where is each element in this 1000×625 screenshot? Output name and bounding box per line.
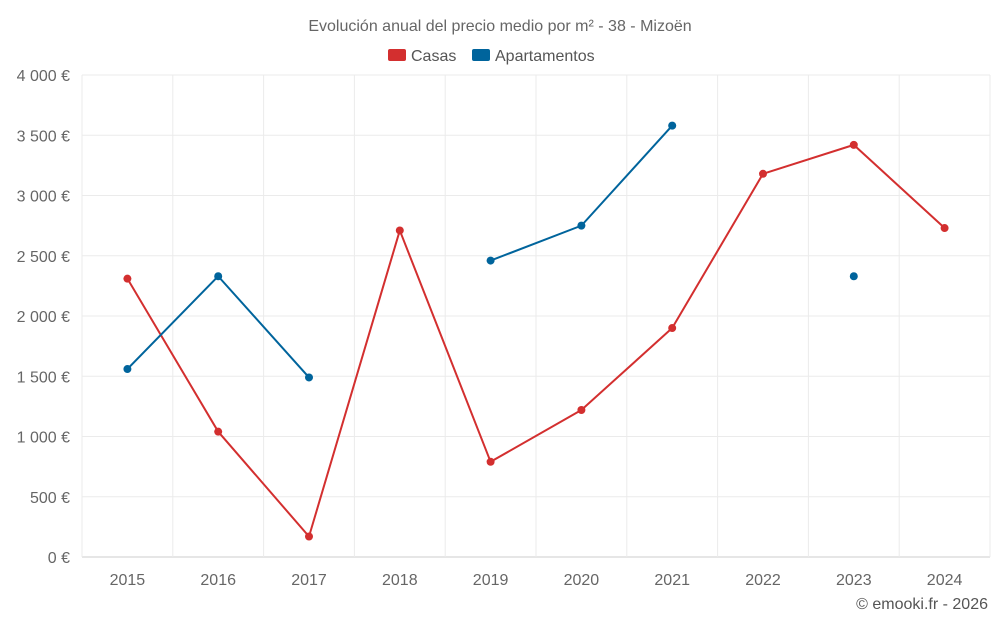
legend-label-casas: Casas	[411, 48, 456, 65]
grid	[81, 74, 991, 558]
data-point-apartamentos-2021[interactable]	[668, 121, 677, 130]
x-tick-label: 2017	[291, 572, 327, 589]
x-tick-label: 2016	[200, 572, 236, 589]
data-point-casas-2022[interactable]	[759, 169, 767, 178]
y-tick-label: 4 000 €	[17, 68, 70, 85]
x-axis: 2015 2016 2017 2018 2019 2020 2021 2022 2023 2024	[110, 572, 963, 589]
data-point-casas-2020[interactable]	[577, 405, 586, 414]
data-point-apartamentos-2015[interactable]	[123, 365, 132, 374]
x-tick-label: 2020	[564, 572, 600, 589]
data-point-apartamentos-2020[interactable]	[577, 221, 586, 230]
legend-swatch-casas	[388, 49, 406, 61]
y-tick-label: 2 000 €	[17, 309, 70, 326]
x-tick-label: 2021	[654, 572, 690, 589]
data-point-casas-2017[interactable]	[305, 532, 313, 541]
data-point-casas-2019[interactable]	[486, 457, 495, 466]
data-point-casas-2024[interactable]	[940, 224, 949, 233]
legend-item-casas[interactable]: Casas	[388, 48, 456, 65]
data-point-casas-2018[interactable]	[395, 226, 404, 235]
series-line-apartamentos	[126, 275, 310, 379]
x-tick-label: 2024	[927, 572, 963, 589]
y-tick-label: 1 000 €	[17, 430, 70, 447]
data-point-apartamentos-2023[interactable]	[849, 272, 858, 281]
x-tick-label: 2019	[473, 572, 509, 589]
data-point-apartamentos-2017[interactable]	[305, 373, 313, 382]
data-point-casas-2023[interactable]	[849, 140, 858, 149]
x-tick-label: 2015	[110, 572, 146, 589]
legend-swatch-apartamentos	[472, 49, 490, 61]
series-line-apartamentos	[490, 124, 673, 262]
x-tick-label: 2018	[382, 572, 418, 589]
y-tick-label: 500 €	[30, 490, 70, 507]
y-tick-label: 1 500 €	[17, 369, 70, 386]
legend-item-apartamentos[interactable]: Apartamentos	[472, 48, 595, 65]
data-point-casas-2016[interactable]	[214, 427, 223, 436]
y-axis: 0 € 500 € 1 000 € 1 500 € 2 000 € 2 500 € 3 00…	[17, 68, 70, 567]
data-point-casas-2021[interactable]	[668, 324, 677, 333]
y-tick-label: 2 500 €	[17, 249, 70, 266]
y-tick-label: 0 €	[48, 550, 70, 567]
plot-area	[123, 121, 949, 541]
legend-label-apartamentos: Apartamentos	[495, 48, 595, 65]
chart-title: Evolución anual del precio medio por m² …	[308, 18, 691, 35]
credit-text: © emooki.fr - 2026	[856, 596, 988, 613]
x-tick-label: 2022	[745, 572, 781, 589]
data-point-apartamentos-2019[interactable]	[486, 256, 495, 265]
data-point-casas-2015[interactable]	[123, 274, 132, 283]
y-tick-label: 3 500 €	[17, 128, 70, 145]
legend: Casas Apartamentos	[388, 48, 595, 65]
x-tick-label: 2023	[836, 572, 872, 589]
data-point-apartamentos-2016[interactable]	[214, 272, 223, 281]
series-line-casas	[126, 143, 946, 538]
y-tick-label: 3 000 €	[17, 189, 70, 206]
